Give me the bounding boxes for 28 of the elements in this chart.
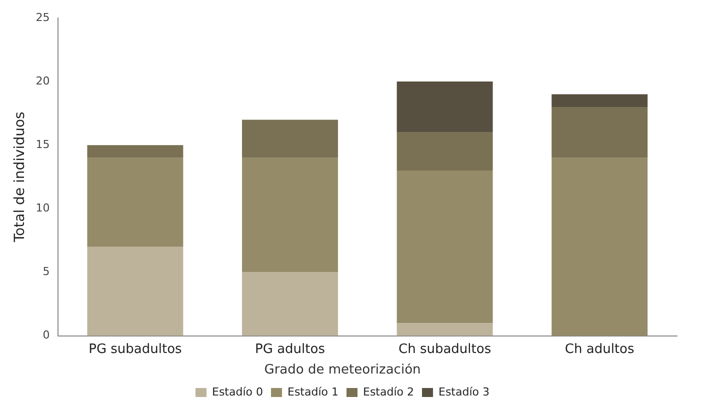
y-tick-label: 25 <box>36 10 50 24</box>
x-tick-label: Ch subadultos <box>398 342 492 357</box>
y-tick-label: 0 <box>42 328 50 342</box>
x-tick-label: Ch adultos <box>564 342 634 357</box>
bar <box>87 158 184 247</box>
legend-label: Estadío 1 <box>288 385 338 398</box>
bar <box>396 323 493 336</box>
bar <box>552 94 648 107</box>
y-tick-label: 5 <box>42 265 50 278</box>
legend-label: Estadío 3 <box>438 385 490 398</box>
legend-label: Estadío 0 <box>212 385 264 398</box>
bar <box>396 170 493 324</box>
x-tick-label: PG adultos <box>255 342 326 357</box>
y-axis-title: Total de individuos <box>12 112 28 244</box>
y-tick-label: 10 <box>36 202 50 215</box>
bar <box>242 272 338 336</box>
y-tick-label: 15 <box>36 138 50 151</box>
bar <box>552 158 648 336</box>
bar <box>396 132 493 171</box>
bar <box>87 145 184 158</box>
bar <box>552 106 648 158</box>
x-tick-label: PG subadultos <box>88 342 182 357</box>
bar <box>242 158 338 272</box>
bar <box>87 246 184 336</box>
y-tick-label: 20 <box>36 74 50 88</box>
legend-label: Estadío 2 <box>363 385 414 398</box>
bar <box>396 82 493 132</box>
bar <box>242 120 338 158</box>
